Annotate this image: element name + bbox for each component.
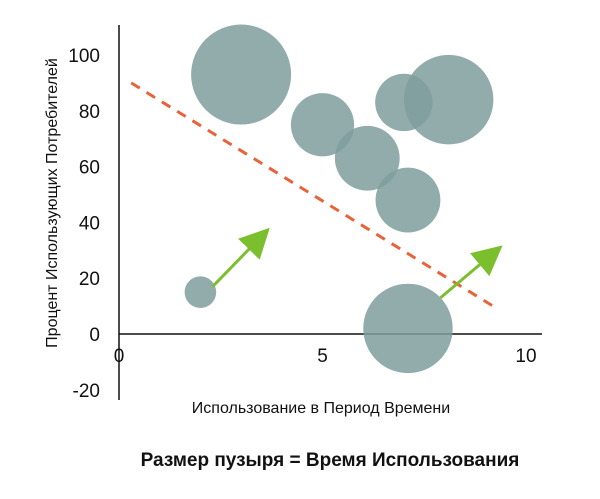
- bubble-8: [363, 283, 453, 374]
- bubble-3: [334, 125, 400, 191]
- y-tick-label: -20: [73, 381, 100, 402]
- bubble-1: [191, 24, 292, 125]
- bubble-5: [403, 54, 494, 145]
- x-tick-label: 5: [317, 346, 328, 367]
- axes: [118, 25, 542, 400]
- arrows: [211, 227, 503, 299]
- bubble-2: [290, 93, 355, 157]
- x-tick-label: 0: [114, 346, 125, 367]
- trend-arrow-2: [439, 245, 503, 299]
- y-tick-label: 20: [79, 269, 100, 290]
- x-axis-label: Использование в Период Времени: [192, 400, 450, 417]
- x-tick-label: 10: [515, 346, 536, 367]
- y-tick-label: 100: [68, 46, 100, 67]
- y-tick-label: 0: [89, 325, 100, 346]
- bubbles: [184, 24, 494, 374]
- trend-arrow-1: [211, 227, 270, 288]
- y-tick-label: 40: [79, 213, 100, 234]
- bubble-7: [184, 276, 217, 308]
- bubble-6: [375, 167, 441, 233]
- tick-labels: -20 0 20 40 60 80 100 0 5 10: [68, 46, 536, 402]
- bubble-size-caption: Размер пузыря = Время Использования: [140, 450, 520, 471]
- y-axis-label: Процент Использующих Потребителей: [44, 58, 61, 348]
- y-tick-label: 60: [79, 158, 100, 179]
- bubble-chart: -20 0 20 40 60 80 100 0 5 10 Использование в Пери…: [44, 24, 542, 417]
- y-tick-label: 80: [79, 102, 100, 123]
